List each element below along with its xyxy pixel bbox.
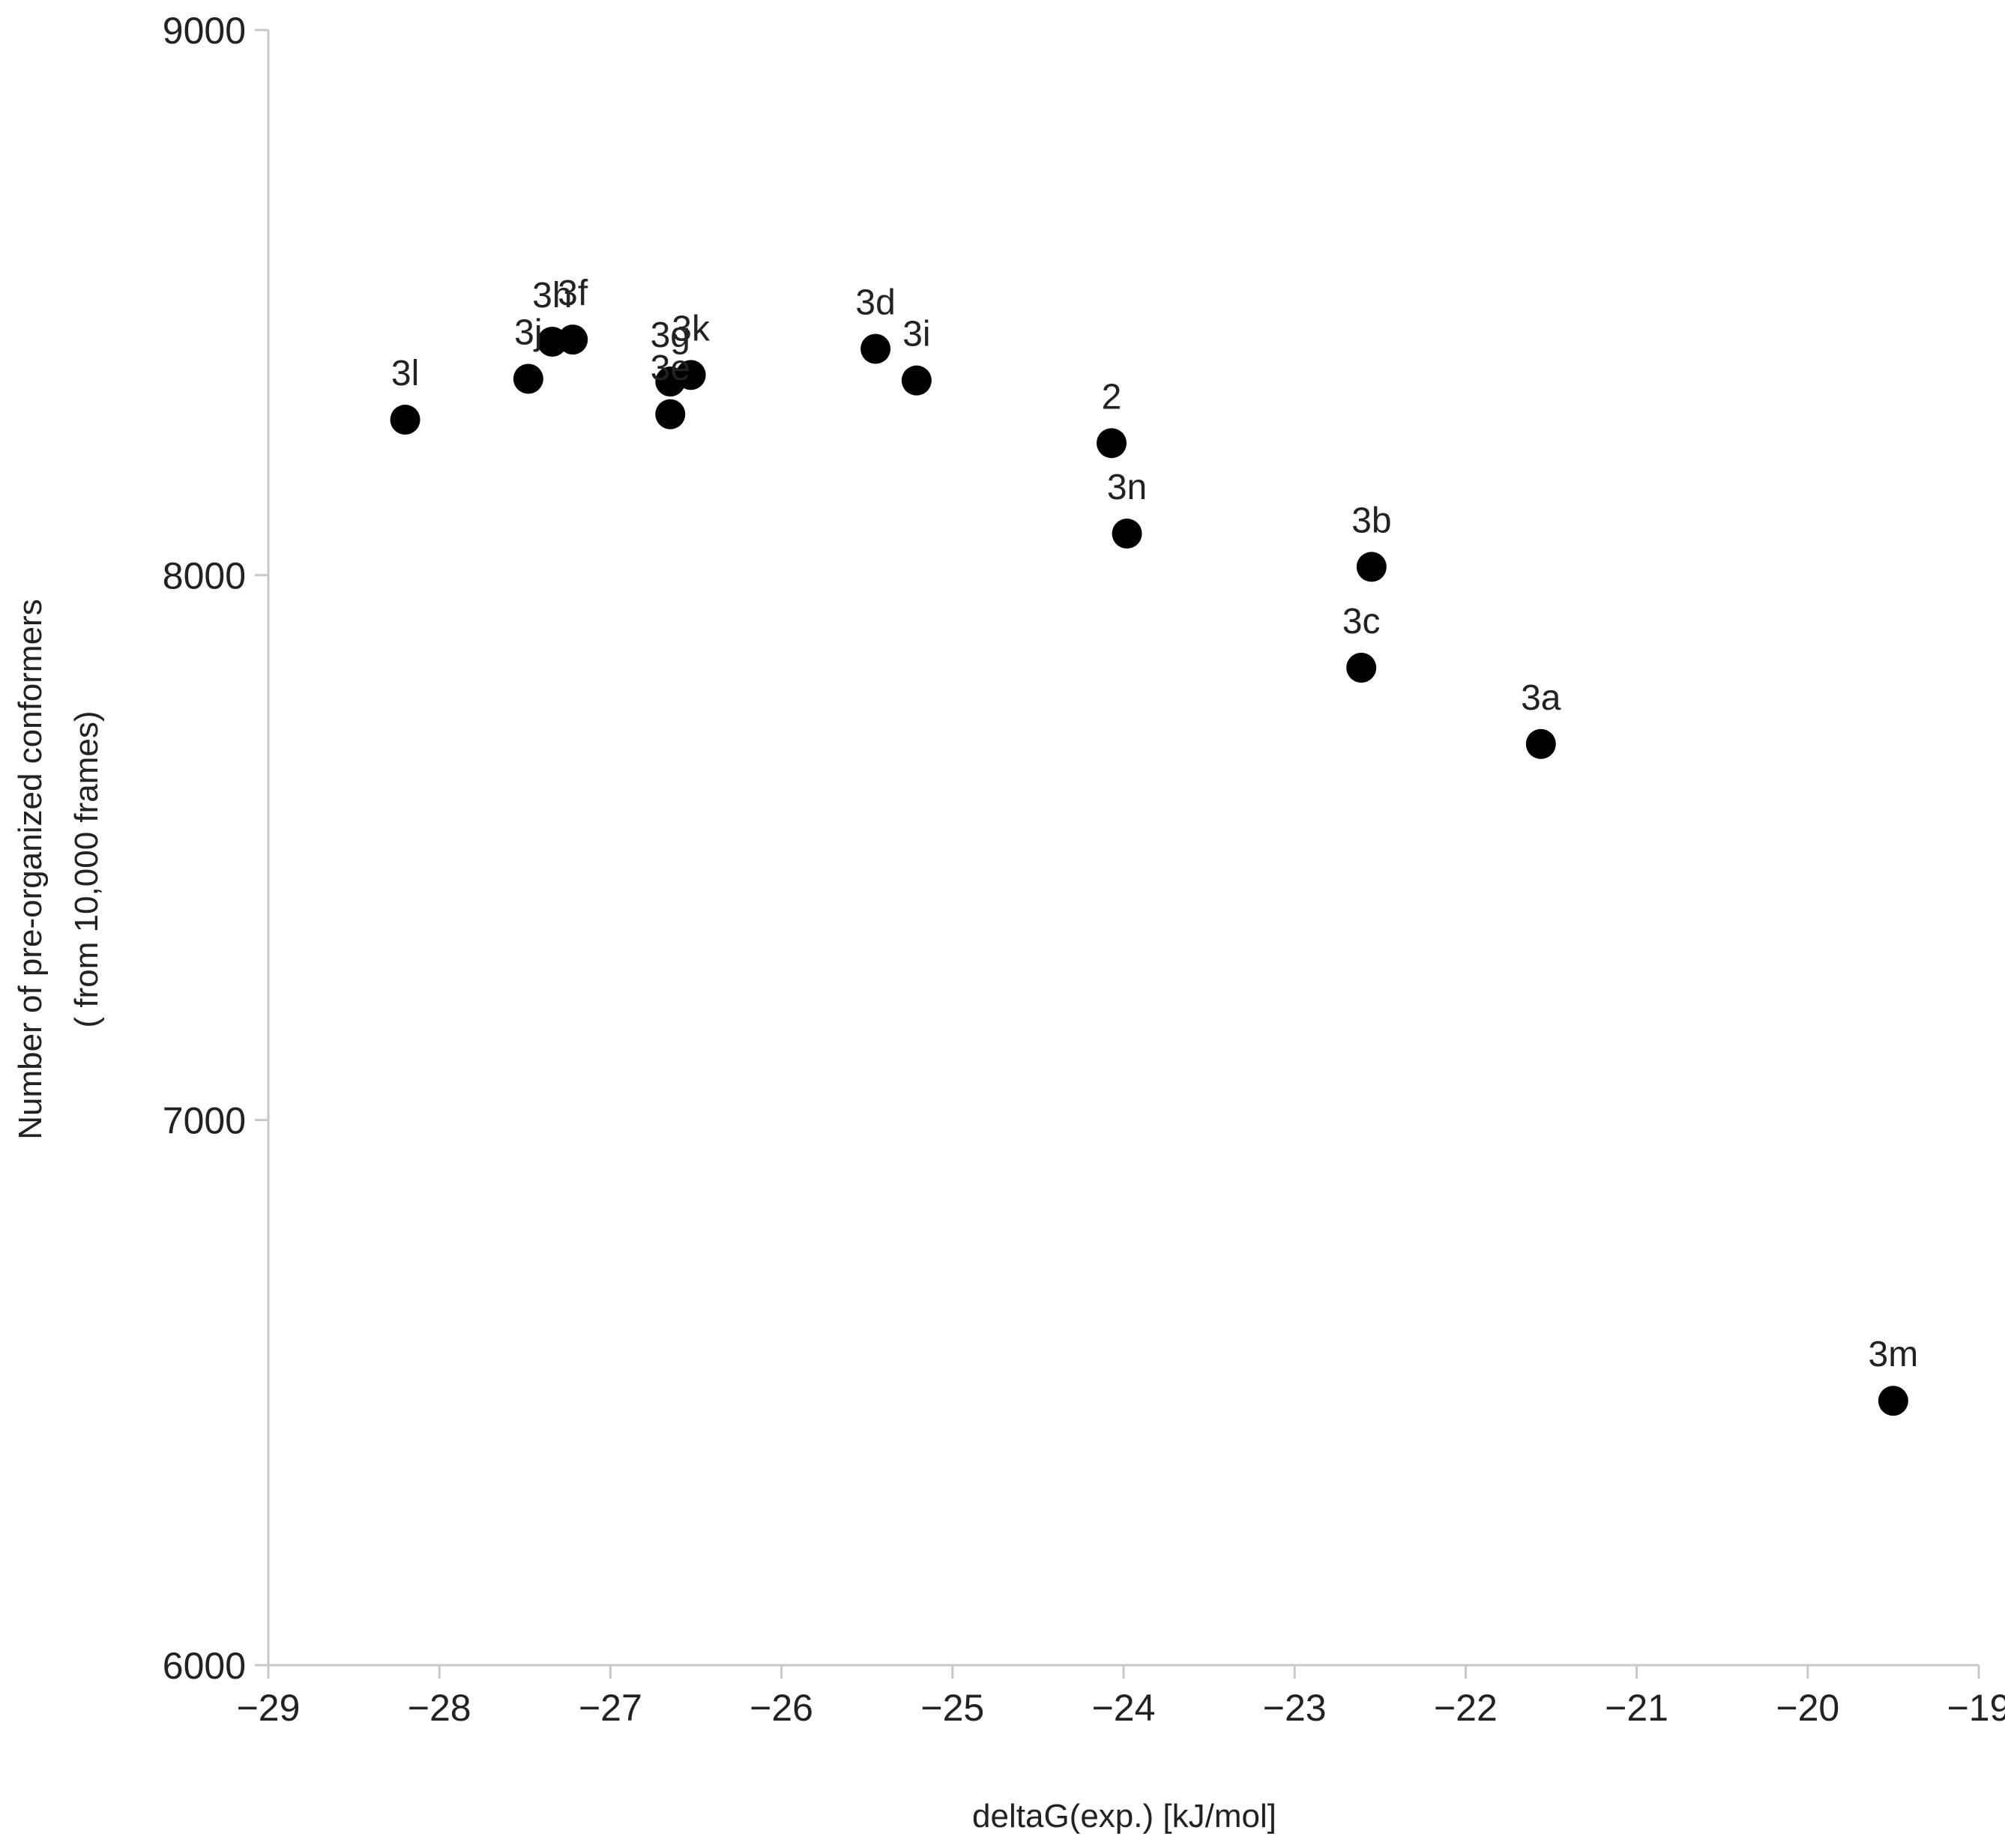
data-point-3a bbox=[1525, 728, 1556, 759]
x-tick-label: −19 bbox=[1947, 1687, 2005, 1729]
data-label-3a: 3a bbox=[1521, 678, 1561, 718]
data-label-3j: 3j bbox=[514, 312, 542, 352]
x-tick-label: −23 bbox=[1263, 1687, 1327, 1729]
data-label-2: 2 bbox=[1102, 377, 1122, 417]
y-tick-label: 6000 bbox=[163, 1645, 246, 1687]
data-point-3j bbox=[513, 363, 543, 394]
x-tick-label: −24 bbox=[1092, 1687, 1156, 1729]
data-label-3c: 3c bbox=[1342, 602, 1381, 641]
data-point-3d bbox=[860, 333, 891, 364]
axes bbox=[267, 30, 1979, 1667]
data-label-3g: 3g bbox=[651, 315, 690, 355]
y-axis-title: Number of pre-organized conformers bbox=[12, 599, 49, 1139]
x-tick-label: −25 bbox=[920, 1687, 984, 1729]
data-point-3l bbox=[390, 405, 420, 435]
y-axis-subtitle: ( from 10,000 frames) bbox=[68, 710, 105, 1027]
data-points bbox=[390, 324, 1908, 1416]
x-tick-label: −22 bbox=[1434, 1687, 1498, 1729]
x-tick-label: −29 bbox=[237, 1687, 301, 1729]
y-ticks: 6000 7000 8000 9000 bbox=[163, 10, 268, 1687]
data-label-3i: 3i bbox=[902, 315, 930, 354]
data-label-3h: 3h bbox=[532, 276, 572, 315]
data-label-3l: 3l bbox=[391, 354, 419, 393]
data-point-3i bbox=[901, 365, 932, 396]
data-label-3d: 3d bbox=[855, 283, 895, 322]
y-tick-label: 7000 bbox=[163, 1100, 246, 1142]
data-point-2 bbox=[1097, 428, 1127, 459]
data-point-3k bbox=[675, 360, 706, 390]
x-ticks: −29 −28 −27 −26 −25 −24 −23 −22 −21 −20 −19 bbox=[237, 1665, 2005, 1729]
data-label-3f: 3f bbox=[558, 274, 588, 313]
x-tick-label: −28 bbox=[408, 1687, 471, 1729]
x-axis-title: deltaG(exp.) [kJ/mol] bbox=[972, 1798, 1276, 1835]
x-tick-label: −20 bbox=[1776, 1687, 1839, 1729]
data-label-3m: 3m bbox=[1869, 1335, 1919, 1374]
data-point-3f bbox=[558, 324, 588, 355]
y-tick-label: 8000 bbox=[163, 555, 246, 597]
data-label-3k: 3k bbox=[672, 309, 711, 348]
y-tick-label: 9000 bbox=[163, 10, 246, 52]
x-tick-label: −21 bbox=[1605, 1687, 1668, 1729]
x-tick-label: −26 bbox=[750, 1687, 813, 1729]
data-label-3b: 3b bbox=[1351, 501, 1391, 540]
data-point-3c bbox=[1346, 652, 1377, 683]
x-tick-label: −27 bbox=[579, 1687, 642, 1729]
data-point-3e bbox=[655, 399, 686, 429]
data-point-3m bbox=[1878, 1386, 1908, 1416]
data-label-3n: 3n bbox=[1107, 468, 1147, 507]
data-point-3b bbox=[1356, 552, 1387, 582]
data-label-3e: 3e bbox=[651, 348, 690, 388]
data-point-3n bbox=[1112, 519, 1142, 549]
